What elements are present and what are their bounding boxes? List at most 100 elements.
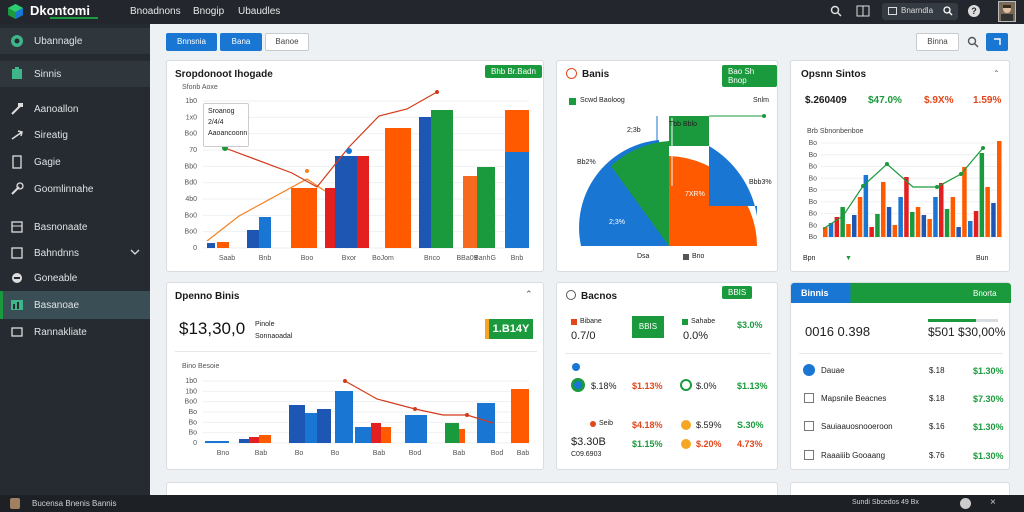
bar: [259, 435, 271, 443]
y-tick-label: Bo: [808, 211, 817, 218]
sidebar-item-2[interactable]: Sinnis: [0, 61, 150, 87]
toolbar-button-2[interactable]: Bana: [220, 33, 262, 51]
bar: [205, 441, 229, 443]
y-tick-label: Bo: [808, 140, 817, 147]
bar: [962, 167, 967, 237]
settings-icon: [566, 68, 577, 79]
puzzle-icon: [10, 67, 24, 81]
pie-label: Bb2%: [577, 159, 596, 166]
checkbox[interactable]: [804, 393, 814, 403]
sidebar-item-8[interactable]: Bahndnns: [0, 240, 150, 266]
dot-icon: [572, 363, 580, 371]
close-icon[interactable]: ×: [990, 497, 996, 508]
sidebar-item-10[interactable]: Basanoae: [0, 291, 150, 319]
sidebar-item-3[interactable]: Aanoallon: [0, 96, 150, 122]
data-point: [465, 413, 469, 417]
settings-icon[interactable]: [960, 498, 971, 509]
chart-icon: [10, 298, 24, 312]
data-point: [762, 114, 766, 118]
sidebar-item-9[interactable]: Goneable: [0, 265, 150, 291]
bar: [881, 182, 886, 237]
dot-icon: [803, 364, 815, 376]
toolbar-button-1[interactable]: Bnnsnia: [166, 33, 217, 51]
bar: [505, 152, 529, 248]
nav-tab-1[interactable]: Bnoadnons: [130, 6, 181, 17]
bar: [915, 207, 921, 237]
status-badge: Bhb Br.Badn: [485, 65, 542, 78]
search-icon[interactable]: [967, 36, 979, 48]
row-value: $1.13%: [737, 381, 768, 391]
pie-slice: [709, 146, 757, 216]
toolbar-button-3[interactable]: Banoe: [265, 33, 309, 51]
y-tick-label: Bo: [808, 234, 817, 241]
card-header-bar: [791, 283, 1011, 303]
share-icon: [10, 128, 24, 142]
bar: [477, 167, 495, 248]
bar: [371, 423, 381, 443]
sidebar-item-7[interactable]: Basnonaate: [0, 214, 150, 240]
wrench-icon: [10, 182, 24, 196]
avatar[interactable]: [998, 1, 1016, 22]
expand-icon[interactable]: ⌃: [993, 69, 1000, 78]
row-value: $.0%: [696, 381, 717, 391]
expand-button[interactable]: [986, 33, 1008, 51]
brand-name: Dkontomi: [30, 3, 90, 18]
y-tick-label: Bo0: [185, 131, 198, 138]
big-value: $501 $30,00%: [928, 325, 1006, 339]
y-tick-label: 0: [193, 440, 197, 447]
bar: [852, 215, 857, 237]
stat-value: 1.59%: [973, 95, 1002, 106]
bar: [985, 187, 990, 237]
top-bar: Dkontomi Bnoadnons Bnogip Ubaudles Bnarn…: [0, 0, 1024, 24]
sidebar-item-label: Aanoallon: [34, 103, 79, 115]
bar: [875, 214, 880, 237]
sub-label: Pinole: [255, 321, 275, 328]
bottom-left-text: Bucensa Bnenis Bannis: [32, 499, 117, 508]
sidebar-item-1[interactable]: Ubannagle: [0, 28, 150, 54]
y-tick-label: Bo: [808, 222, 817, 229]
bar: [973, 211, 979, 237]
sidebar: Ubannagle Sinnis Aanoallon Sireatig Gagi…: [0, 24, 150, 512]
bar: [910, 212, 915, 237]
search-icon[interactable]: [830, 5, 842, 17]
bar: [385, 128, 411, 248]
chevron-down-icon[interactable]: [130, 248, 140, 259]
help-icon[interactable]: ?: [968, 5, 980, 17]
data-point: [435, 90, 439, 94]
legend-title: Bino Besoie: [182, 363, 220, 370]
sidebar-item-5[interactable]: Gagie: [0, 149, 150, 175]
nav-tab-2[interactable]: Bnogip: [193, 6, 225, 17]
data-point: [413, 407, 417, 411]
row-value: $.18: [929, 394, 945, 403]
data-point: [346, 148, 352, 154]
sidebar-item-11[interactable]: Rannakliate: [0, 319, 150, 345]
y-tick-label: 1x0: [186, 114, 197, 121]
bottom-right-text: Sundi Sbcedos 49 Bx: [852, 499, 919, 506]
nav-tab-3[interactable]: Ubaudles: [238, 6, 281, 17]
pie-label: 2;3%: [609, 219, 625, 226]
x-tick-label: Bo: [331, 450, 340, 457]
toolbar-right-button[interactable]: Binna: [916, 33, 959, 51]
sidebar-item-label: Basanoae: [34, 299, 80, 311]
header-search-text: Bnarndla: [901, 6, 934, 15]
series-line: [344, 380, 494, 424]
status-badge: BBIS: [722, 286, 753, 299]
chevron-up-icon[interactable]: ⌃: [525, 289, 533, 299]
search-icon[interactable]: [943, 6, 953, 16]
bar: [335, 391, 353, 443]
row-label: Dauae: [821, 366, 845, 375]
bar: [968, 221, 973, 237]
checkbox[interactable]: [804, 421, 814, 431]
row-value: $1.15%: [632, 439, 663, 449]
sidebar-item-6[interactable]: Goomlinnahe: [0, 176, 150, 202]
sidebar-item-4[interactable]: Sireatig: [0, 122, 150, 148]
bar: [239, 439, 249, 443]
checkbox[interactable]: [804, 450, 814, 460]
book-icon[interactable]: [856, 5, 870, 17]
bar: [419, 117, 433, 248]
coin-icon: [681, 420, 691, 430]
bar: [445, 423, 459, 443]
header-search-box[interactable]: Bnarndla: [882, 3, 958, 20]
divider: [565, 353, 771, 354]
bar: [921, 215, 927, 237]
